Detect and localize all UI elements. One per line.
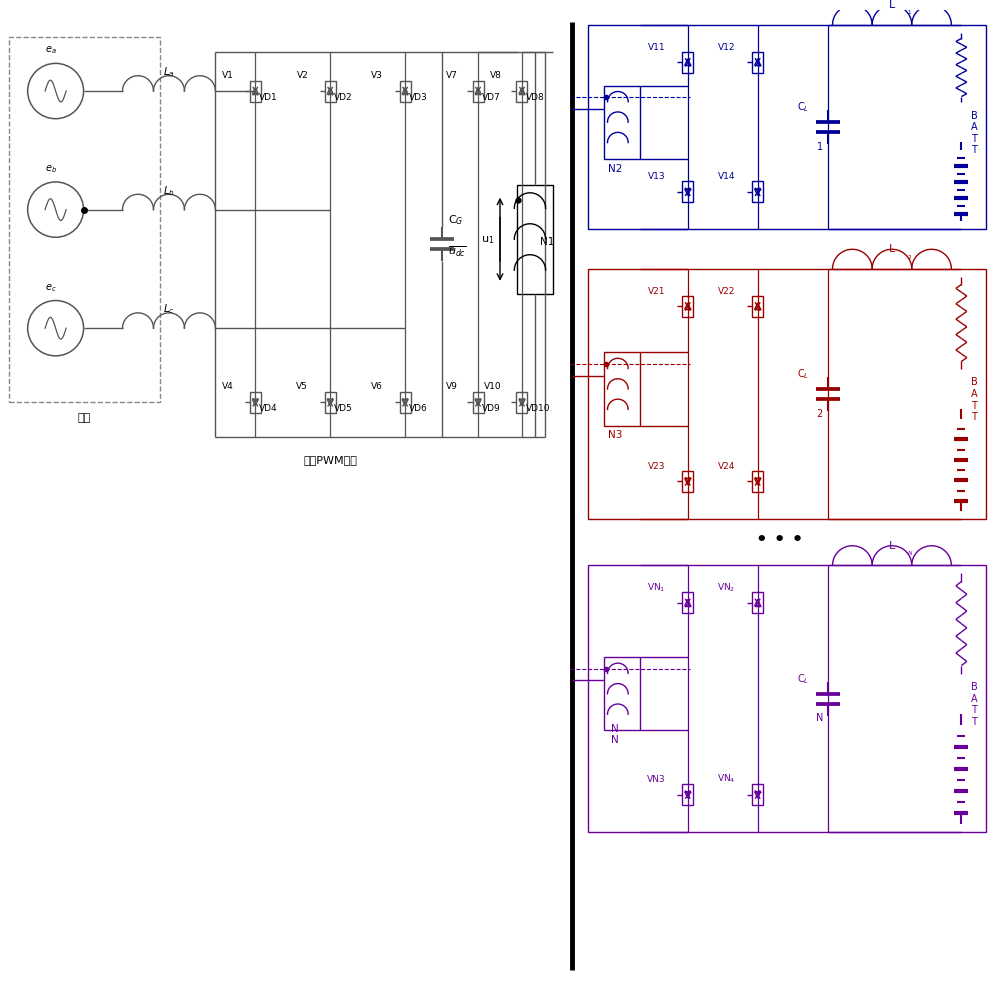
Text: • • •: • • • <box>756 530 803 548</box>
Text: V6: V6 <box>371 383 383 391</box>
Text: VN$_4$: VN$_4$ <box>717 772 736 785</box>
Bar <box>517 185 553 294</box>
Text: V23: V23 <box>648 461 666 470</box>
Text: VN$_2$: VN$_2$ <box>717 581 736 593</box>
Text: C$_G$: C$_G$ <box>448 213 464 227</box>
Text: B
A
T
T: B A T T <box>971 110 978 155</box>
Bar <box>752 182 763 203</box>
Text: V7: V7 <box>446 71 458 80</box>
Text: VD5: VD5 <box>334 404 353 413</box>
Bar <box>400 392 411 413</box>
Text: VD1: VD1 <box>259 93 278 102</box>
Bar <box>682 182 693 203</box>
Text: 双向PWM变换: 双向PWM变换 <box>303 455 357 464</box>
Bar <box>752 297 763 317</box>
Text: N: N <box>816 713 823 723</box>
Text: V3: V3 <box>371 71 383 80</box>
Bar <box>516 82 527 103</box>
Text: L$_a$: L$_a$ <box>163 65 175 79</box>
Text: N2: N2 <box>608 164 622 174</box>
Text: $_1$: $_1$ <box>907 9 912 18</box>
Text: VD2: VD2 <box>334 93 353 102</box>
Text: 电网: 电网 <box>78 413 91 423</box>
Text: V14: V14 <box>718 172 736 180</box>
Text: $\overline{u_{dc}}$: $\overline{u_{dc}}$ <box>448 245 467 258</box>
Text: e$_b$: e$_b$ <box>45 163 57 175</box>
Bar <box>752 471 763 492</box>
Text: N1: N1 <box>540 237 554 246</box>
Text: L$_b$: L$_b$ <box>163 183 175 197</box>
Text: C$_L$: C$_L$ <box>797 671 810 685</box>
Bar <box>9 37 160 403</box>
Text: V9: V9 <box>446 383 458 391</box>
Bar <box>516 392 527 413</box>
Text: VD4: VD4 <box>259 404 278 413</box>
Text: V4: V4 <box>222 383 233 391</box>
Text: 1: 1 <box>816 142 823 152</box>
Text: V12: V12 <box>718 42 736 51</box>
Text: V22: V22 <box>718 286 736 296</box>
Text: VD7: VD7 <box>482 93 501 102</box>
Text: e$_a$: e$_a$ <box>45 44 57 56</box>
Text: L: L <box>889 0 895 10</box>
Text: $_N$: $_N$ <box>907 548 913 557</box>
Bar <box>250 392 261 413</box>
Bar <box>682 784 693 806</box>
Text: L$_c$: L$_c$ <box>163 302 175 316</box>
Text: L: L <box>889 244 895 253</box>
Text: B
A
T
T: B A T T <box>971 681 978 727</box>
Text: V24: V24 <box>718 461 736 470</box>
Bar <box>250 82 261 103</box>
Text: L: L <box>889 540 895 550</box>
Bar <box>604 353 640 426</box>
Text: 2: 2 <box>816 408 823 418</box>
Text: V21: V21 <box>648 286 666 296</box>
Text: V1: V1 <box>221 71 233 80</box>
Text: B
A
T
T: B A T T <box>971 377 978 422</box>
Bar <box>400 82 411 103</box>
Bar <box>682 297 693 317</box>
Text: e$_c$: e$_c$ <box>45 282 56 293</box>
Text: u$_1$: u$_1$ <box>481 234 495 246</box>
Text: N
N: N N <box>611 723 619 744</box>
Bar <box>752 53 763 74</box>
Bar <box>325 82 336 103</box>
Bar <box>473 82 484 103</box>
Bar <box>682 471 693 492</box>
Bar <box>604 87 640 160</box>
Bar <box>682 53 693 74</box>
Bar <box>473 392 484 413</box>
Text: C$_L$: C$_L$ <box>797 101 810 114</box>
Text: VD9: VD9 <box>482 404 501 413</box>
Text: N3: N3 <box>608 430 622 440</box>
Bar <box>682 593 693 613</box>
Text: VD10: VD10 <box>526 404 550 413</box>
Bar <box>588 269 986 520</box>
Bar <box>752 593 763 613</box>
Bar <box>325 392 336 413</box>
Text: V10: V10 <box>484 383 502 391</box>
Text: C$_L$: C$_L$ <box>797 367 810 381</box>
Text: VD6: VD6 <box>409 404 428 413</box>
Text: VN3: VN3 <box>647 774 666 783</box>
Bar <box>588 26 986 230</box>
Text: VD3: VD3 <box>409 93 428 102</box>
Text: V2: V2 <box>297 71 308 80</box>
Text: VN$_1$: VN$_1$ <box>647 581 666 593</box>
Bar <box>752 784 763 806</box>
Bar <box>588 566 986 832</box>
Text: V13: V13 <box>648 172 666 180</box>
Text: V8: V8 <box>490 71 502 80</box>
Text: V11: V11 <box>648 42 666 51</box>
Text: VD8: VD8 <box>526 93 545 102</box>
Text: V5: V5 <box>296 383 308 391</box>
Text: $_2$: $_2$ <box>907 252 912 261</box>
Bar <box>604 658 640 731</box>
